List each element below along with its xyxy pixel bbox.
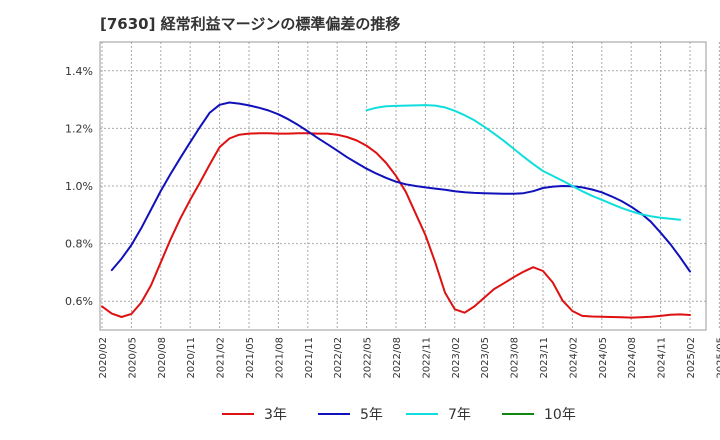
legend-label-10年: 10年: [544, 407, 576, 423]
x-tick-label: 2025/02: [686, 337, 697, 379]
x-tick-label: 2024/02: [568, 337, 579, 379]
y-tick-label: 0.8%: [65, 238, 93, 251]
x-tick-label: 2022/02: [333, 337, 344, 379]
x-tick-label: 2023/05: [480, 337, 491, 379]
x-tick-label: 2022/05: [363, 337, 374, 379]
x-tick-label: 2022/08: [392, 337, 403, 379]
x-tick-label: 2025/05: [715, 337, 720, 379]
y-tick-label: 1.2%: [65, 122, 93, 135]
plot-frame: [99, 41, 707, 331]
y-tick-label: 0.6%: [65, 295, 93, 308]
x-tick-label: 2023/11: [539, 337, 550, 379]
x-tick-label: 2024/08: [627, 337, 638, 379]
series-line-7年: [365, 104, 682, 221]
x-tick-label: 2024/11: [657, 337, 668, 379]
x-tick-label: 2022/11: [421, 337, 432, 379]
legend: 3年 5年 7年 10年: [222, 407, 576, 423]
x-tick-label: 2020/08: [157, 337, 168, 379]
series-line-5年: [110, 101, 691, 273]
x-axis-ticks: 2020/02 2020/05 2020/08 2020/11 2021/02 2021/…: [98, 337, 720, 379]
legend-label-7年: 7年: [448, 407, 471, 423]
legend-label-3年: 3年: [264, 407, 287, 423]
x-tick-label: 2023/02: [451, 337, 462, 379]
y-axis-ticks: 0.6% 0.8% 1.0% 1.2% 1.4%: [65, 65, 93, 308]
x-tick-label: 2020/11: [186, 337, 197, 379]
x-tick-label: 2021/02: [216, 337, 227, 379]
y-tick-label: 1.4%: [65, 65, 93, 78]
x-tick-label: 2021/05: [245, 337, 256, 379]
series-line-3年: [101, 132, 691, 319]
x-tick-label: 2021/08: [274, 337, 285, 379]
y-tick-label: 1.0%: [65, 180, 93, 193]
x-tick-label: 2020/05: [127, 337, 138, 379]
chart-title: [7630] 経常利益マージンの標準偏差の推移: [100, 15, 401, 33]
x-tick-label: 2023/08: [510, 337, 521, 379]
series-layer: [101, 101, 691, 319]
x-tick-label: 2021/11: [304, 337, 315, 379]
x-tick-label: 2024/05: [598, 337, 609, 379]
x-tick-label: 2020/02: [98, 337, 109, 379]
legend-label-5年: 5年: [360, 407, 383, 423]
